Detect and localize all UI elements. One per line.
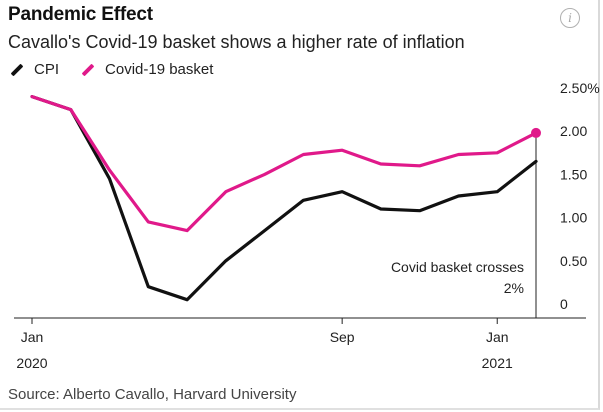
x-tick-sublabel-2: 2021 — [482, 355, 513, 371]
x-tick-label-1: Sep — [330, 329, 355, 345]
chart-legend: CPI Covid-19 basket — [10, 61, 235, 78]
legend-item-covid-basket: Covid-19 basket — [81, 61, 213, 78]
annotation-text-0: Covid basket crosses — [391, 259, 524, 275]
legend-label-cpi: CPI — [34, 61, 60, 78]
x-tick-label-2: Jan — [486, 329, 509, 345]
info-icon[interactable]: i — [560, 8, 580, 28]
source-note: Source: Alberto Cavallo, Harvard Univers… — [8, 386, 297, 403]
y-tick-label-3: 1.50 — [560, 166, 587, 182]
legend-item-cpi: CPI — [10, 61, 59, 78]
chart-subtitle: Cavallo's Covid-19 basket shows a higher… — [8, 32, 465, 52]
covid-basket-end-marker — [531, 127, 541, 138]
chart-title: Pandemic Effect — [8, 4, 153, 25]
y-tick-label-5: 2.50% — [560, 80, 600, 96]
legend-label-covid-basket: Covid-19 basket — [105, 61, 214, 78]
annotation-text-1: 2% — [504, 280, 524, 296]
x-tick-label-0: Jan — [21, 329, 44, 345]
series-line-0 — [30, 94, 538, 302]
y-tick-label-0: 0 — [560, 296, 568, 312]
y-tick-label-4: 2.00 — [560, 123, 587, 139]
series-line-1 — [30, 94, 538, 233]
y-tick-label-2: 1.00 — [560, 210, 587, 226]
x-tick-sublabel-0: 2020 — [16, 355, 47, 371]
y-tick-label-1: 0.50 — [560, 253, 587, 269]
